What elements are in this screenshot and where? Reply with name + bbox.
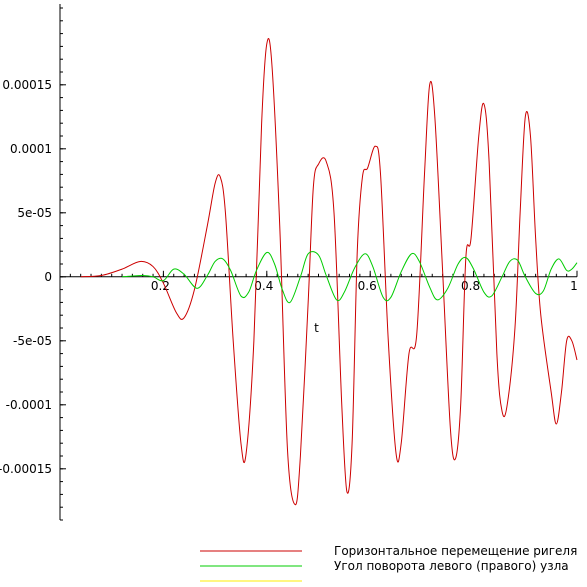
- y-ticks: 0.00015 0.0001 5e-05 0 -5e-05 -0.0001 -0.00015: [0, 78, 66, 476]
- y-tick-label: -0.0001: [6, 398, 52, 412]
- x-ticks: 0.2 0.4 0.6 0.8 1: [151, 270, 578, 293]
- y-tick-label: 5e-05: [17, 206, 52, 220]
- x-tick-label: 0.6: [358, 279, 377, 293]
- y-tick-label: 0.00015: [2, 78, 52, 92]
- series-line-1: [122, 251, 578, 304]
- x-tick-label: 0.4: [254, 279, 273, 293]
- y-tick-label: -5e-05: [13, 334, 52, 348]
- x-axis-title: t: [314, 321, 319, 335]
- series-line-0: [80, 38, 578, 506]
- legend-label-1: Угол поворота левого (правого) узла: [334, 559, 569, 573]
- y-tick-label: 0: [44, 270, 52, 284]
- series-group: [80, 38, 578, 506]
- x-tick-label: 0.2: [151, 279, 170, 293]
- y-tick-label: 0.0001: [10, 142, 52, 156]
- y-tick-label: -0.00015: [0, 462, 52, 476]
- axes: [59, 4, 577, 521]
- legend-label-0: Горизонтальное перемещение ригеля: [334, 544, 577, 558]
- x-tick-label: 1: [570, 279, 578, 293]
- x-tick-label: 0.8: [461, 279, 480, 293]
